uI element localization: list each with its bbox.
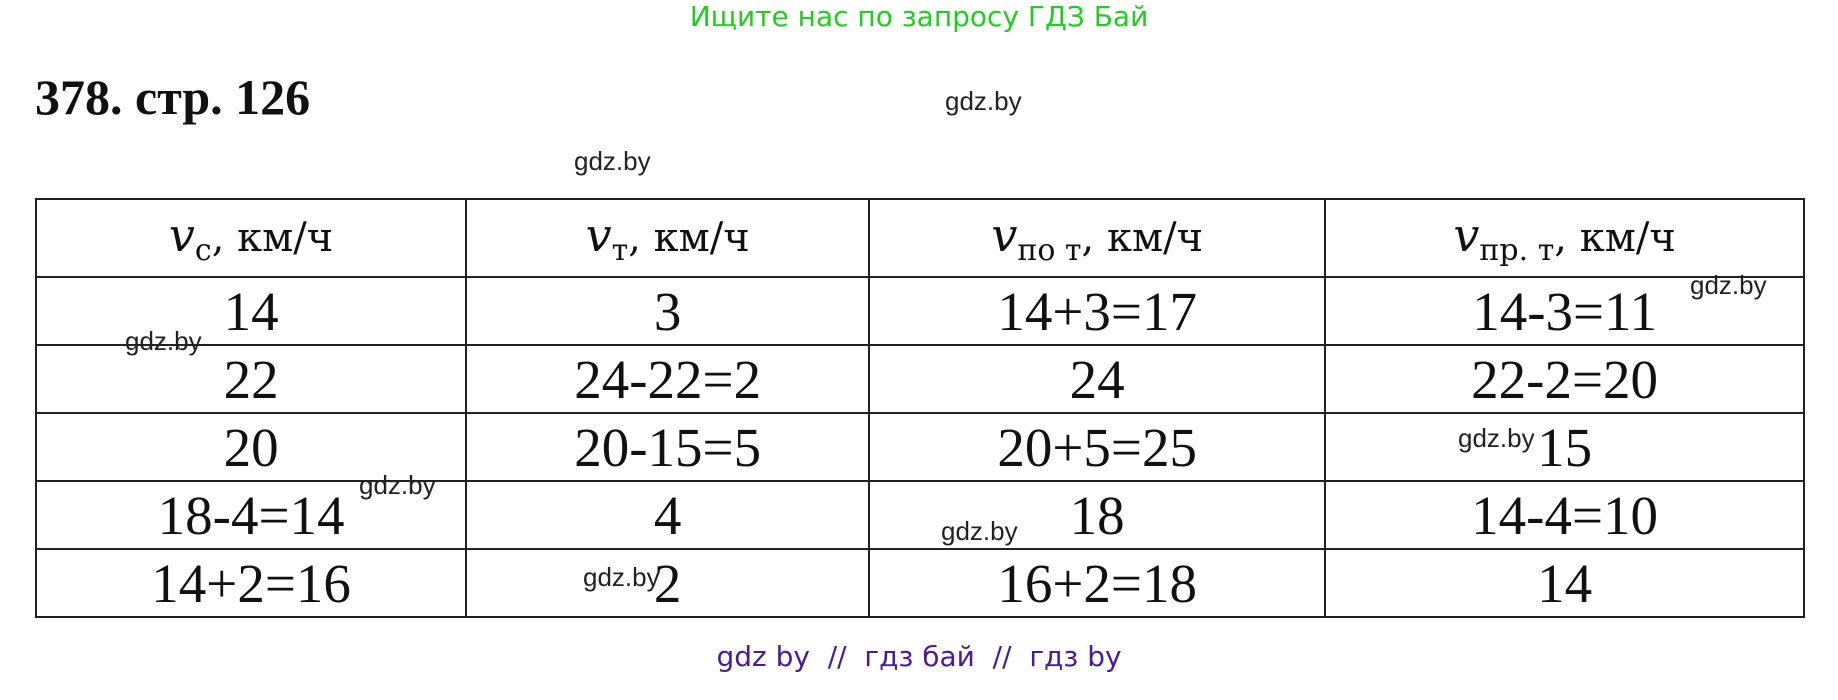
table-cell: 14+3=17 bbox=[868, 276, 1327, 346]
header-vc: vс, км/ч bbox=[34, 198, 468, 278]
table-cell: 14-4=10 bbox=[1324, 480, 1805, 550]
unit: , км/ч bbox=[211, 215, 334, 261]
symbol: v bbox=[168, 208, 195, 262]
table-row: 22 24-22=2 24 22-2=20 bbox=[34, 344, 1805, 414]
table-cell: 14+2=16 bbox=[34, 548, 468, 618]
search-hint: Ищите нас по запросу ГДЗ Бай bbox=[689, 0, 1149, 33]
table-cell: 18-4=14 bbox=[34, 480, 468, 550]
table-row: 18-4=14 4 18 14-4=10 bbox=[34, 480, 1805, 550]
watermark: gdz.by bbox=[574, 146, 651, 176]
table-row: 20 20-15=5 20+5=25 15 bbox=[34, 412, 1805, 482]
footer-text: gdz by // гдз бай // гдз by bbox=[716, 640, 1122, 673]
footer-links: gdz by // гдз бай // гдз by bbox=[0, 640, 1838, 673]
watermark: gdz.by bbox=[1690, 270, 1767, 300]
subscript: с bbox=[194, 233, 212, 268]
watermark: gdz.by bbox=[359, 470, 436, 500]
table-cell: 3 bbox=[465, 276, 871, 346]
table-cell: 20 bbox=[34, 412, 468, 482]
subscript: т bbox=[611, 233, 629, 268]
table-row: 14+2=16 2 16+2=18 14 bbox=[34, 548, 1805, 618]
table-cell: 20+5=25 bbox=[868, 412, 1327, 482]
subscript: пр. т bbox=[1479, 233, 1555, 268]
table-cell: 20-15=5 bbox=[465, 412, 871, 482]
symbol: v bbox=[585, 208, 612, 262]
table-cell: 15 bbox=[1324, 412, 1805, 482]
header-vt: vт, км/ч bbox=[465, 198, 871, 278]
watermark: gdz.by bbox=[945, 86, 1022, 116]
watermark: gdz.by bbox=[583, 562, 660, 592]
table-cell: 16+2=18 bbox=[868, 548, 1327, 618]
table-cell: 22-2=20 bbox=[1324, 344, 1805, 414]
table-cell: 14-3=11 bbox=[1324, 276, 1805, 346]
table-cell: 14 bbox=[34, 276, 468, 346]
subscript: по т bbox=[1017, 233, 1082, 268]
unit: , км/ч bbox=[1081, 215, 1204, 261]
table-cell: 24 bbox=[868, 344, 1327, 414]
table-cell: 4 bbox=[465, 480, 871, 550]
header-v-upstream: vпр. т, км/ч bbox=[1324, 198, 1805, 278]
table-cell: 14 bbox=[1324, 548, 1805, 618]
table-row: 14 3 14+3=17 14-3=11 bbox=[34, 276, 1805, 346]
header-v-downstream: vпо т, км/ч bbox=[868, 198, 1327, 278]
table-header-row: vс, км/ч vт, км/ч vпо т, км/ч vпр. т, км… bbox=[34, 198, 1805, 278]
table-cell: 2 bbox=[465, 548, 871, 618]
answer-table: vс, км/ч vт, км/ч vпо т, км/ч vпр. т, км… bbox=[34, 198, 1805, 618]
table-cell: 18 bbox=[868, 480, 1327, 550]
watermark: gdz.by bbox=[1458, 423, 1535, 453]
symbol: v bbox=[991, 208, 1018, 262]
watermark: gdz.by bbox=[941, 516, 1018, 546]
watermark: gdz.by bbox=[125, 326, 202, 356]
table-cell: 22 bbox=[34, 344, 468, 414]
unit: , км/ч bbox=[628, 215, 750, 261]
symbol: v bbox=[1453, 208, 1480, 262]
table-cell: 24-22=2 bbox=[465, 344, 871, 414]
unit: , км/ч bbox=[1554, 215, 1676, 261]
page-title: 378. стр. 126 bbox=[35, 69, 311, 125]
